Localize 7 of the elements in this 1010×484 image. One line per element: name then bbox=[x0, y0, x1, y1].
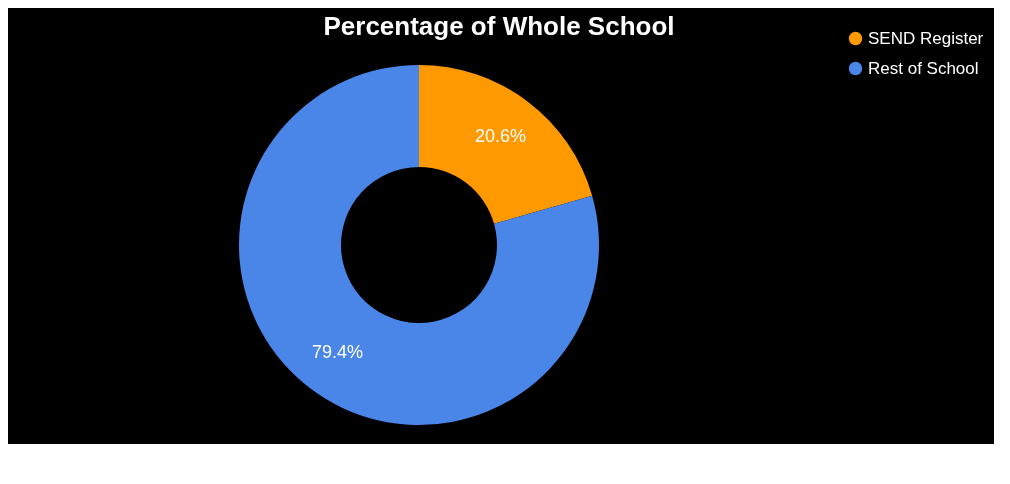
data-label: 79.4% bbox=[312, 341, 364, 362]
legend-label: Rest of School bbox=[868, 58, 979, 78]
donut-slice bbox=[419, 65, 593, 224]
legend-label: SEND Register bbox=[868, 28, 984, 48]
data-label: 20.6% bbox=[474, 126, 526, 147]
donut-slice bbox=[239, 65, 599, 425]
chart-title: Percentage of Whole School bbox=[323, 11, 675, 41]
